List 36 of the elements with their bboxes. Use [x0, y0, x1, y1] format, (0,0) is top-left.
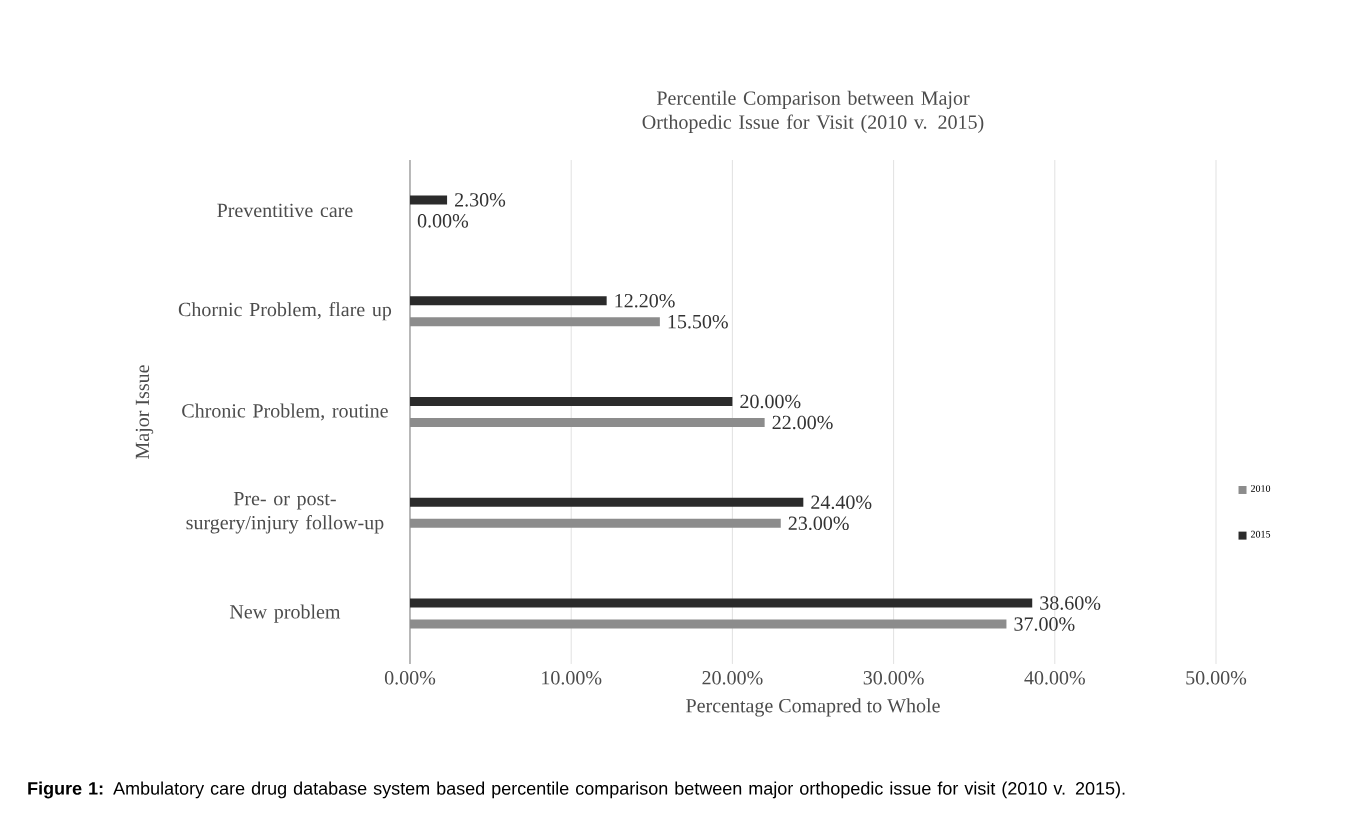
y-tick-label: New problem — [229, 604, 341, 623]
text: Figure 1: Ambulatory care drug database system based percentile comparison between major orthopedic issue for visit (2010 v. 2015). — [28, 781, 1125, 799]
x-axis-title: Percentage Comapred to Whole — [686, 698, 940, 717]
y-tick-label: Chronic Problem, routine — [182, 403, 388, 421]
bar — [410, 396, 733, 406]
chart-title: Percentile Comparison between Major Orthopedic Issue for Visit (2010 v. 2015) — [642, 90, 984, 133]
bar — [410, 195, 448, 205]
x-tick-label: 50.00% — [1186, 671, 1247, 685]
y-tick-label: Pre- or post-surgery/injury follow-up — [186, 492, 384, 534]
data-label: 15.50% — [668, 314, 728, 329]
legend-label: 2015 — [1250, 530, 1271, 538]
data-label: 23.00% — [788, 516, 849, 531]
data-label: 38.60% — [1040, 596, 1101, 610]
x-tick-label: 40.00% — [1024, 671, 1085, 685]
data-label: 20.00% — [740, 394, 801, 409]
y-tick-label: Chornic Problem, flare up — [178, 302, 392, 321]
x-tick-label: 0.00% — [384, 671, 436, 685]
data-label: 24.40% — [811, 495, 872, 510]
bar — [410, 598, 1033, 608]
x-tick-label: 20.00% — [702, 671, 763, 685]
y-axis-title: Major Issue — [135, 365, 154, 459]
data-label: 12.20% — [615, 293, 675, 308]
data-label: 2.30% — [455, 193, 506, 207]
bar — [410, 518, 781, 528]
y-tick-label: Preventitive care — [217, 203, 353, 218]
bar — [410, 619, 1007, 629]
bar — [410, 317, 660, 327]
bar — [410, 417, 765, 427]
x-tick-label: 10.00% — [542, 671, 602, 685]
bar — [410, 497, 804, 507]
legend-label: 2010 — [1250, 485, 1271, 492]
bar — [410, 296, 607, 306]
data-label: 22.00% — [772, 415, 833, 430]
data-label: 37.00% — [1014, 617, 1075, 631]
data-label: 0.00% — [417, 214, 469, 228]
x-tick-label: 30.00% — [863, 671, 924, 685]
